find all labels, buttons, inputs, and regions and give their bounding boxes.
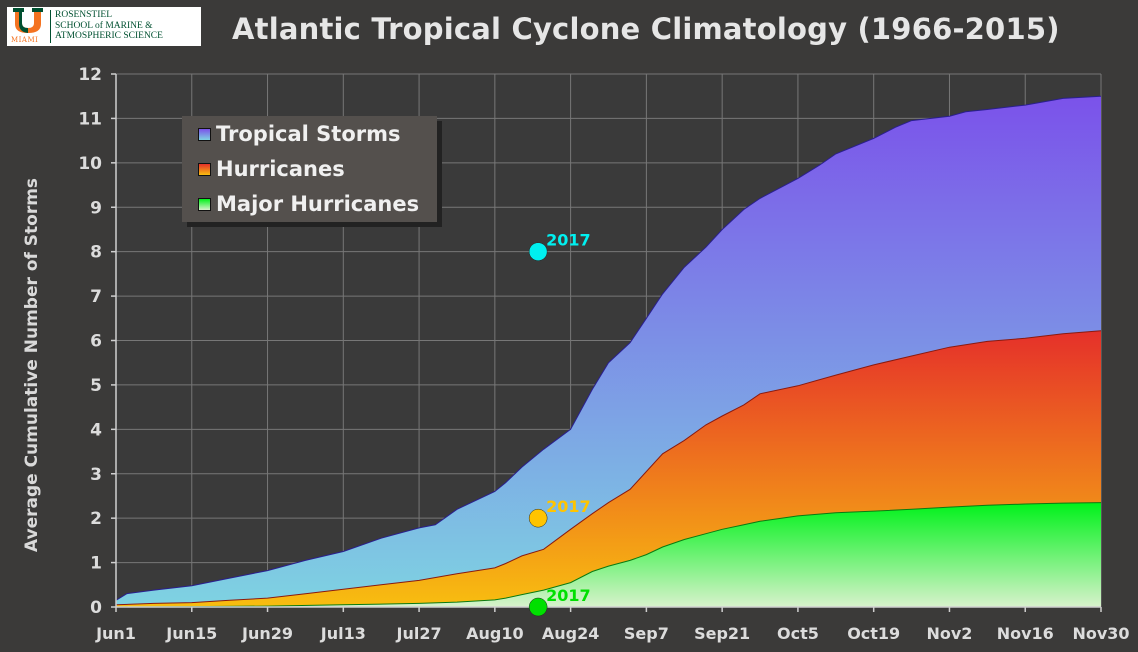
marker-2017-hurricanes-label: 2017 [546,497,591,516]
marker-2017-tropical-storms-label: 2017 [546,231,591,250]
logo-divider [50,10,51,43]
y-tick-label: 0 [90,598,102,618]
legend-item-major-hurricanes: Major Hurricanes [198,189,419,219]
x-tick-label: Jun1 [95,624,136,643]
legend-swatch-tropical-storms [198,127,211,141]
x-tick-label: Jun29 [241,624,293,643]
y-tick-label: 1 [90,554,102,574]
y-tick-label: 9 [90,198,102,218]
x-tick-label: Oct5 [777,624,819,643]
logo-line-1: ROSENSTIEL [55,10,112,20]
miami-u-logo-icon [13,8,43,33]
y-tick-label: 2 [90,509,102,529]
legend-swatch-hurricanes [198,162,211,176]
marker-2017-tropical-storms [528,242,548,261]
logo-line-3: ATMOSPHERIC SCIENCE [55,31,163,41]
y-tick-label: 7 [90,287,102,307]
x-tick-label: Jul27 [396,624,442,643]
y-tick-label: 12 [78,65,102,85]
marker-2017-major-hurricanes-label: 2017 [546,586,591,605]
legend-item-tropical-storms: Tropical Storms [198,119,401,149]
marker-2017-major-hurricanes [528,597,548,617]
legend-label-hurricanes: Hurricanes [216,157,345,181]
x-tick-label: Nov2 [926,624,972,643]
logo-school-name: ROSENSTIEL SCHOOL of MARINE & ATMOSPHERI… [55,10,163,42]
logo-line-2: SCHOOL of MARINE & [55,20,153,31]
x-tick-label: Nov16 [997,624,1054,643]
legend-swatch-major-hurricanes [198,197,211,211]
area-major-hurricanes-line [115,502,1102,608]
university-logo: MIAMI ROSENSTIEL SCHOOL of MARINE & ATMO… [7,7,201,46]
area-tropical-storms-line [115,95,1102,601]
x-tick-label: Nov30 [1072,624,1129,643]
chart-title: Atlantic Tropical Cyclone Climatology (1… [232,12,1060,46]
legend-item-hurricanes: Hurricanes [198,154,345,184]
y-tick-label: 11 [78,109,102,129]
marker-2017-hurricanes [528,508,548,528]
legend: Tropical Storms Hurricanes Major Hurrica… [182,116,437,222]
annotations: 2017 2017 2017 [528,231,591,617]
x-tick-label: Aug24 [542,624,600,643]
logo-miami-text: MIAMI [11,36,39,44]
y-axis-label: Average Cumulative Number of Storms [22,177,42,553]
x-tick-label: Sep7 [624,624,669,643]
x-tick-label: Oct19 [847,624,900,643]
y-tick-label: 3 [90,465,102,485]
y-tick-label: 6 [90,332,102,352]
legend-label-tropical-storms: Tropical Storms [216,122,401,146]
y-tick-label: 8 [90,243,102,263]
y-tick-label: 10 [78,154,102,174]
x-tick-label: Jul13 [320,624,366,643]
area-series [115,95,1102,608]
x-tick-label: Sep21 [694,624,750,643]
y-tick-label: 5 [90,376,102,396]
area-hurricanes-line [115,330,1102,606]
x-tick-label: Jun15 [165,624,217,643]
y-tick-label: 4 [90,420,102,440]
legend-label-major-hurricanes: Major Hurricanes [216,192,420,216]
area-major-hurricanes [116,502,1101,607]
x-tick-label: Aug10 [466,624,524,643]
